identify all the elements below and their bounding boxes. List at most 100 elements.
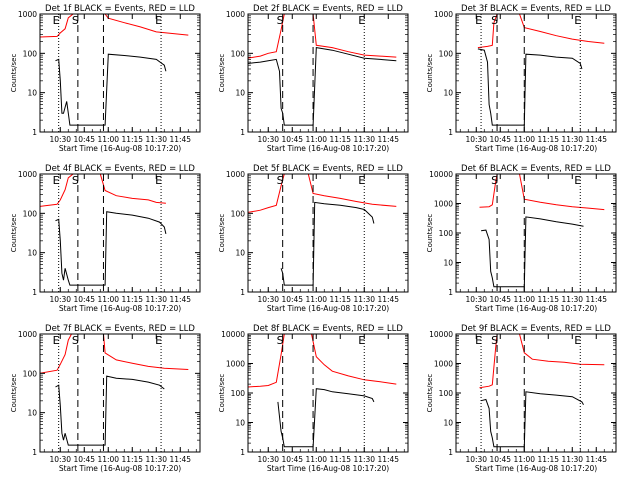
plot-frame [455, 173, 617, 293]
x-tick-label: 11:30 [145, 455, 167, 464]
x-tick-label: 11:15 [537, 135, 559, 144]
events-series-line [280, 201, 375, 286]
events-series-line [477, 48, 583, 126]
y-tick-label: 10 [27, 89, 37, 98]
x-tick-label: 11:45 [169, 135, 191, 144]
y-tick-label: 1000 [18, 10, 37, 19]
marker-label-s: S [491, 14, 498, 27]
lld-series-line [479, 174, 605, 211]
y-axis-label: Counts/sec [218, 214, 226, 253]
x-tick-label: 11:00 [305, 135, 327, 144]
x-tick-label: 11:45 [377, 455, 399, 464]
x-tick-label: 11:00 [97, 455, 119, 464]
marker-label-s: S [491, 334, 498, 347]
x-tick-label: 10:45 [73, 295, 95, 304]
plot-frame [39, 333, 201, 453]
y-tick-label: 10000 [429, 170, 453, 179]
y-tick-label: 1 [240, 448, 245, 457]
x-tick-label: 10:30 [257, 455, 279, 464]
x-axis-label: Start Time (16-Aug-08 10:17:20) [59, 144, 181, 153]
marker-label-e: E [358, 14, 365, 27]
y-tick-label: 1 [448, 448, 453, 457]
x-tick-label: 10:30 [257, 135, 279, 144]
x-tick-label: 11:30 [145, 295, 167, 304]
x-tick-label: 10:45 [281, 135, 303, 144]
marker-label-e: E [574, 334, 581, 347]
y-tick-label: 1000 [226, 170, 245, 179]
x-tick-label: 11:30 [561, 455, 583, 464]
x-tick-label: 10:30 [49, 295, 71, 304]
x-tick-label: 11:30 [561, 135, 583, 144]
x-tick-label: 11:30 [353, 295, 375, 304]
marker-label-s: S [277, 14, 284, 27]
x-tick-label: 11:00 [513, 295, 535, 304]
x-tick-label: 10:45 [489, 295, 511, 304]
x-tick-label: 10:45 [489, 135, 511, 144]
y-tick-label: 1000 [18, 170, 37, 179]
y-tick-label: 1000 [226, 360, 245, 369]
y-tick-label: 10 [235, 419, 245, 428]
y-tick-label: 10 [443, 419, 453, 428]
marker-label-e: E [358, 174, 365, 187]
x-tick-label: 11:00 [305, 295, 327, 304]
marker-label-s: S [277, 174, 284, 187]
y-tick-label: 1 [32, 288, 37, 297]
x-tick-label: 10:45 [73, 135, 95, 144]
y-axis-label: Counts/sec [10, 214, 18, 253]
x-axis-label: Start Time (16-Aug-08 10:17:20) [267, 144, 389, 153]
x-tick-label: 11:45 [377, 135, 399, 144]
x-tick-label: 11:15 [537, 455, 559, 464]
events-series-line [55, 375, 165, 446]
y-tick-label: 10 [235, 249, 245, 258]
y-axis-label: Counts/sec [426, 374, 434, 413]
panel-title: Det 8f BLACK = Events, RED = LLD [253, 324, 403, 334]
x-tick-label: 11:15 [537, 295, 559, 304]
y-tick-label: 100 [231, 209, 246, 218]
marker-label-e: E [155, 334, 162, 347]
marker-label-e: E [53, 14, 60, 27]
y-tick-label: 10000 [429, 330, 453, 339]
x-tick-label: 11:00 [97, 295, 119, 304]
y-axis-label: Counts/sec [426, 54, 434, 93]
marker-label-e: E [53, 334, 60, 347]
plot-frame [39, 173, 201, 293]
panel-title: Det 5f BLACK = Events, RED = LLD [253, 164, 403, 174]
x-tick-label: 11:30 [353, 455, 375, 464]
x-axis-label: Start Time (16-Aug-08 10:17:20) [267, 464, 389, 473]
marker-label-e: E [475, 334, 482, 347]
x-tick-label: 11:30 [353, 135, 375, 144]
marker-label-e: E [574, 14, 581, 27]
lld-series-line [248, 174, 397, 213]
plot-frame [247, 13, 409, 133]
y-tick-label: 1000 [226, 10, 245, 19]
lld-series-line [248, 334, 397, 388]
x-axis-label: Start Time (16-Aug-08 10:17:20) [267, 304, 389, 313]
marker-label-s: S [72, 14, 79, 27]
x-tick-label: 10:45 [281, 455, 303, 464]
x-tick-label: 10:30 [49, 135, 71, 144]
x-axis-label: Start Time (16-Aug-08 10:17:20) [475, 144, 597, 153]
lld-series-line [40, 174, 166, 207]
x-tick-label: 11:45 [377, 295, 399, 304]
x-tick-label: 11:30 [145, 135, 167, 144]
x-tick-label: 10:45 [73, 455, 95, 464]
x-tick-label: 11:45 [169, 455, 191, 464]
marker-label-s: S [72, 334, 79, 347]
x-tick-label: 10:45 [281, 295, 303, 304]
y-tick-label: 10 [443, 259, 453, 268]
x-tick-label: 11:00 [97, 135, 119, 144]
events-series-line [55, 211, 167, 286]
y-tick-label: 1 [240, 288, 245, 297]
y-tick-label: 1 [32, 448, 37, 457]
x-tick-label: 10:45 [489, 455, 511, 464]
x-tick-label: 10:30 [465, 455, 487, 464]
x-tick-label: 11:00 [513, 135, 535, 144]
y-tick-label: 10 [235, 89, 245, 98]
y-tick-label: 1 [32, 128, 37, 137]
events-series-line [480, 391, 584, 448]
x-tick-label: 11:15 [121, 295, 143, 304]
